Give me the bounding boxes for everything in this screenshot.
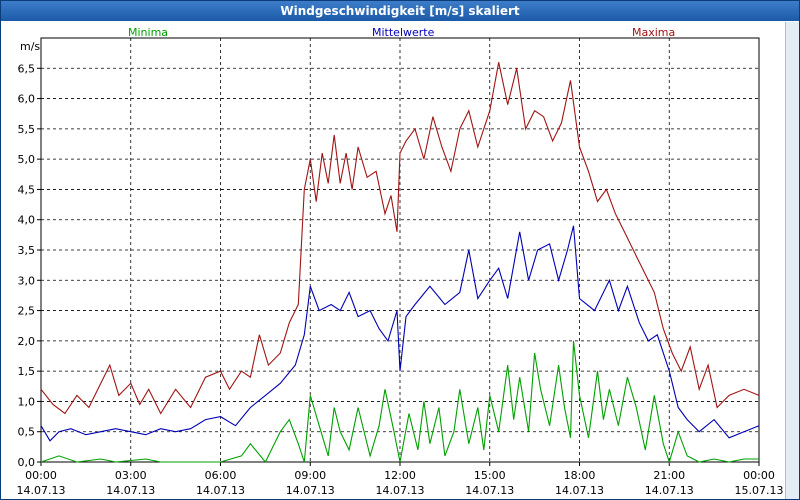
x-tick-date-label: 14.07.13 [645, 484, 694, 497]
y-tick-label: 2,0 [18, 335, 36, 348]
y-tick-label: 5,5 [18, 123, 36, 136]
x-tick-date-label: 14.07.13 [17, 484, 66, 497]
vertical-scrollbar[interactable] [785, 22, 799, 499]
x-tick-date-label: 14.07.13 [286, 484, 335, 497]
x-tick-time-label: 03:00 [115, 469, 147, 482]
x-tick-time-label: 18:00 [564, 469, 596, 482]
series-line-mittelwerte [40, 225, 760, 442]
x-tick-date-label: 15.07.13 [735, 484, 784, 497]
y-tick-label: 2,5 [18, 305, 36, 318]
x-tick-time-label: 21:00 [653, 469, 685, 482]
x-tick-time-label: 15:00 [474, 469, 506, 482]
x-tick-time-label: 00:00 [743, 469, 775, 482]
legend-minima: Minima [128, 26, 169, 39]
y-tick-label: 5,0 [18, 153, 36, 166]
x-tick-time-label: 12:00 [384, 469, 416, 482]
y-axis-unit: m/s [20, 40, 41, 53]
chart-title: Windgeschwindigkeit [m/s] skaliert [1, 1, 799, 21]
x-tick-date-label: 14.07.13 [465, 484, 514, 497]
x-tick-time-label: 06:00 [205, 469, 237, 482]
y-tick-label: 4,5 [18, 183, 36, 196]
y-tick-label: 1,5 [18, 365, 36, 378]
x-tick-time-label: 00:00 [25, 469, 57, 482]
y-tick-label: 3,0 [18, 274, 36, 287]
x-tick-date-label: 14.07.13 [196, 484, 245, 497]
x-tick-time-label: 09:00 [294, 469, 326, 482]
y-tick-label: 3,5 [18, 244, 36, 257]
series-line-minima [40, 340, 759, 464]
series-line-maxima [40, 62, 760, 415]
x-tick-date-label: 14.07.13 [376, 484, 425, 497]
legend-maxima: Maxima [632, 26, 676, 39]
y-tick-label: 0,5 [18, 426, 36, 439]
x-tick-date-label: 14.07.13 [555, 484, 604, 497]
y-tick-label: 6,5 [18, 62, 36, 75]
y-tick-label: 4,0 [18, 214, 36, 227]
y-tick-label: 6,0 [18, 93, 36, 106]
y-tick-label: 0,0 [18, 456, 36, 469]
y-tick-label: 1,0 [18, 395, 36, 408]
legend-mittelwerte: Mittelwerte [372, 26, 435, 39]
x-tick-date-label: 14.07.13 [106, 484, 155, 497]
